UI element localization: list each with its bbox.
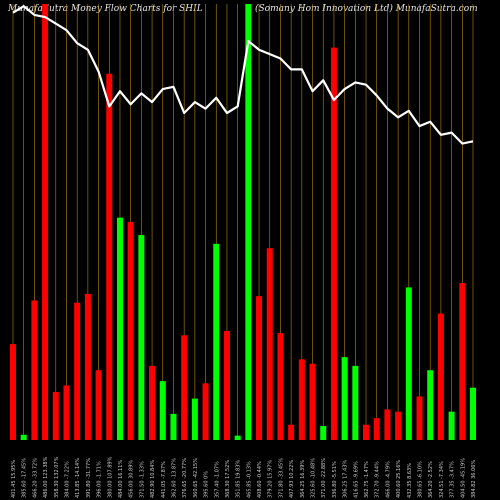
x-tick-label: 486.00 123.38%	[43, 456, 49, 498]
flow-bar	[320, 426, 327, 440]
flow-bar	[416, 396, 423, 440]
flow-bar	[288, 424, 295, 440]
flow-bar	[363, 424, 370, 440]
chart-subtitle: (Somany Hom Innovation Ltd) MunafaSutra.…	[255, 4, 478, 14]
flow-bar	[63, 385, 70, 440]
x-tick-label: 482.90 10.84%	[150, 460, 156, 498]
flow-bar	[138, 235, 145, 440]
flow-bar	[116, 217, 123, 440]
x-tick-label: 325.60 -10.48%	[311, 458, 317, 498]
x-tick-label: 407.93 10.22%	[289, 460, 295, 498]
x-tick-label: 324.51 -7.34%	[439, 461, 445, 498]
money-flow-bars	[10, 4, 476, 440]
flow-bar	[245, 4, 252, 440]
flow-bar	[352, 365, 359, 440]
x-tick-label: 362.60 -13.87%	[171, 458, 177, 498]
x-tick-label: 401.45 15.95%	[11, 460, 17, 498]
x-tick-label: 404.50 -45.19%	[460, 458, 466, 498]
x-tick-label: 416.65 -9.69%	[353, 461, 359, 498]
x-tick-label: 376.65 -20.77%	[182, 458, 188, 498]
flow-bar	[448, 411, 455, 440]
flow-bar	[52, 392, 59, 440]
x-tick-label: 380.65 -6.10%	[418, 461, 424, 498]
flow-bar	[42, 4, 49, 440]
x-tick-label: 456.00 30.89%	[129, 460, 135, 498]
flow-bar	[470, 387, 476, 440]
x-tick-label: 371.80 -33.45%	[278, 458, 284, 498]
flow-bar	[298, 359, 305, 440]
flow-bar	[202, 383, 209, 440]
x-tick-label: 484.00 16.11%	[118, 460, 124, 498]
flow-bar	[384, 409, 391, 440]
chart-title: MunafaSutra Money Flow Charts for SHIL	[8, 4, 203, 14]
flow-bar	[234, 435, 241, 440]
flow-bar	[427, 370, 434, 440]
flow-bar	[330, 47, 337, 440]
flow-bar	[309, 363, 316, 440]
flow-bar	[181, 335, 188, 440]
x-tick-label: 384.82 36.06%	[471, 460, 477, 498]
x-tick-label: 362.75 -1.47%	[364, 461, 370, 498]
x-tick-label: 384.00 -7.22%	[64, 461, 70, 498]
flow-bar	[223, 331, 230, 440]
flow-bar	[405, 287, 412, 440]
x-tick-label: 357.40 -1.07%	[214, 461, 220, 498]
x-tick-label: 385.60 -17.45%	[22, 458, 28, 498]
x-tick-label: 465.85 -0.13%	[246, 461, 252, 498]
flow-bar	[10, 344, 16, 440]
flow-bar	[277, 333, 284, 440]
x-tick-label: 364.20 -2.52%	[428, 461, 434, 498]
x-tick-label: 408.60 -0.44%	[257, 461, 263, 498]
x-tick-label: 413.85 -14.14%	[75, 458, 81, 498]
x-tick-label: 336.80 -5.51%	[332, 461, 338, 498]
flow-bar	[127, 222, 134, 440]
flow-bar	[84, 293, 91, 440]
flow-bar	[395, 411, 402, 440]
flow-bar	[266, 248, 273, 440]
price-line	[12, 5, 474, 145]
x-tick-label: 395.60 0%	[204, 471, 210, 498]
flow-bar	[149, 365, 156, 440]
price-line-group	[12, 5, 474, 145]
flow-bar	[213, 243, 220, 440]
x-tick-label: 377.35 -3.47%	[450, 461, 456, 498]
x-tick-label: 396.00 -1.71%	[97, 461, 103, 498]
x-tick-label: 360.65 -42.15%	[193, 458, 199, 498]
flow-bar	[191, 398, 198, 440]
x-tick-label: 379.20 15.97%	[268, 460, 274, 498]
flow-bar	[170, 413, 177, 440]
flow-bar	[256, 296, 263, 440]
x-tick-label: 432.35 8.63%	[407, 463, 413, 498]
x-tick-label: 466.20 -33.72%	[32, 458, 38, 498]
x-tick-label: 371.00 -22.88%	[321, 458, 327, 498]
x-tick-label: 306.25 17.43%	[343, 460, 349, 498]
x-tick-label: 372.70 -9.44%	[375, 461, 381, 498]
flow-bar	[459, 283, 466, 440]
x-tick-label: 391.80 -31.77%	[86, 458, 92, 498]
x-tick-label: 351.85 19.83%	[236, 460, 242, 498]
x-tick-label: 441.05 -7.87%	[161, 461, 167, 498]
x-tick-label: 466.00 -4.79%	[385, 461, 391, 498]
flow-bar	[106, 73, 113, 440]
x-tick-label: 358.30 132.07%	[54, 456, 60, 498]
flow-bar	[341, 357, 348, 440]
flow-bar	[437, 313, 444, 440]
flow-bar	[373, 418, 380, 440]
flow-bar	[31, 300, 38, 440]
x-tick-label: 380.00 107.89%	[107, 456, 113, 498]
flow-bar	[74, 302, 81, 440]
x-tick-label: 368.30 17.52%	[225, 460, 231, 498]
x-tick-labels: 401.45 15.95% 385.60 -17.45% 466.20 -33.72…	[11, 456, 477, 498]
flow-bar	[20, 434, 27, 440]
flow-bar	[95, 370, 102, 440]
flow-bar	[159, 381, 166, 440]
x-tick-label: 371.50 -1.33%	[139, 461, 145, 498]
x-tick-label: 364.25 16.39%	[300, 460, 306, 498]
x-tick-label: 400.60 25.16%	[396, 460, 402, 498]
